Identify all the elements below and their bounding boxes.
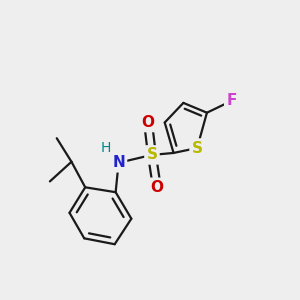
- Text: O: O: [142, 115, 154, 130]
- Text: H: H: [100, 141, 111, 155]
- Text: O: O: [150, 180, 164, 195]
- Text: S: S: [146, 147, 158, 162]
- Text: F: F: [226, 93, 237, 108]
- Text: N: N: [112, 155, 125, 170]
- Text: S: S: [192, 140, 203, 155]
